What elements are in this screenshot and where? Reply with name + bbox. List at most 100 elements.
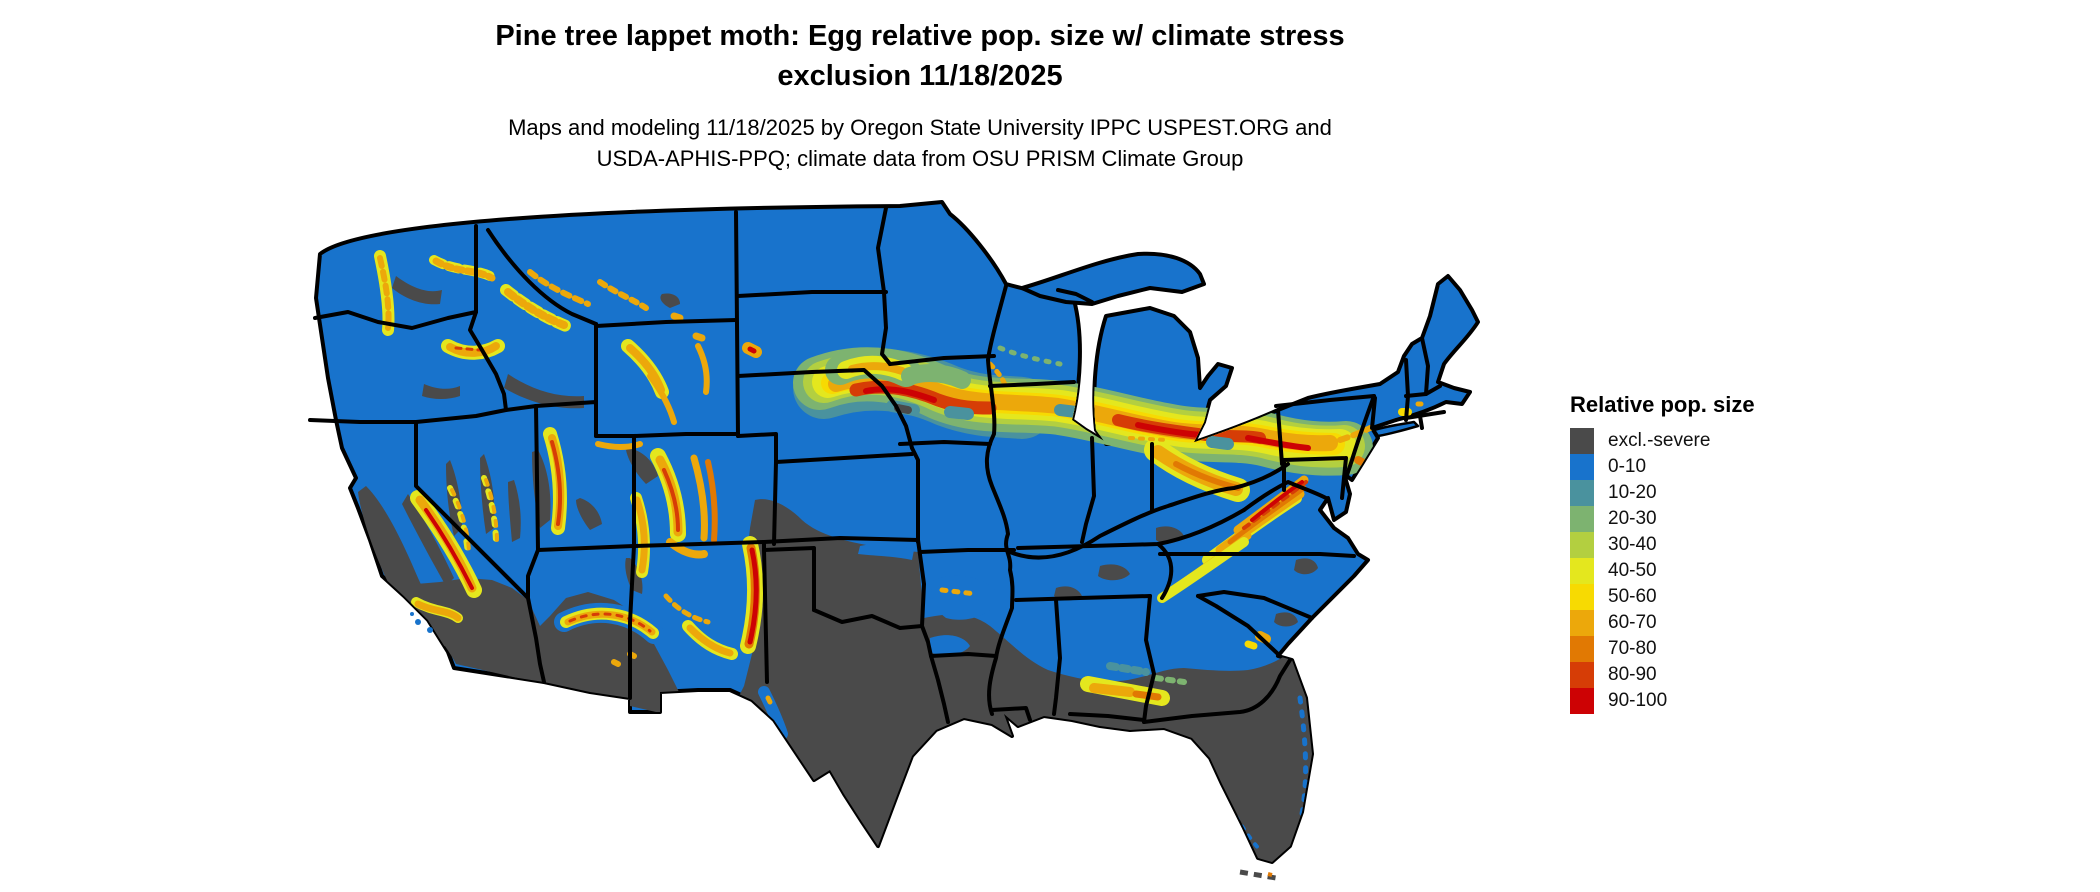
border-sd-mn (880, 290, 892, 366)
wisconsin-green-specks (997, 345, 1063, 367)
legend-swatch (1570, 662, 1594, 688)
border-nd-sd (736, 290, 888, 298)
legend-label: 20-30 (1608, 508, 1657, 529)
florida-keys (1239, 869, 1277, 881)
border-wa-or (313, 310, 478, 330)
border-ohio-river (1008, 462, 1290, 560)
border-pa-ny-42n (1274, 394, 1376, 408)
idaho-orange (504, 288, 568, 329)
map-title: Pine tree lappet moth: Egg relative pop.… (0, 16, 1840, 96)
montana-speck-1 (660, 293, 680, 308)
legend-swatch (1570, 610, 1594, 636)
legend-swatch (1570, 558, 1594, 584)
montana-west-orange (597, 279, 649, 311)
wtexas-orange-dot (765, 695, 773, 705)
border-ok-ar (916, 538, 926, 628)
snake-plain-exclusion (504, 374, 584, 409)
border-co-wy-41n (632, 432, 740, 438)
legend-items: excl.-severe 0-10 10-20 20-30 30-40 40-50 50-6… (1570, 428, 1870, 714)
border-ks-ok-37n (762, 536, 920, 544)
driftless-orange (987, 361, 1009, 391)
ozark-orange-specks (939, 587, 979, 597)
border-va-nc (1158, 552, 1356, 558)
mogollon-orange (564, 610, 656, 636)
tennessee-speck-1 (1098, 564, 1130, 581)
corridor-crimson-west (863, 386, 937, 403)
us-map-svg (308, 200, 1480, 881)
legend-item: 10-20 (1570, 480, 1870, 506)
border-tn-nc (1156, 542, 1174, 600)
legend-item: 90-100 (1570, 688, 1870, 714)
sd-north-lobe-orange (848, 362, 906, 375)
subtitle-line-1: Maps and modeling 11/18/2025 by Oregon S… (508, 115, 1332, 140)
mogollon-red (568, 612, 652, 633)
channel-island-1 (415, 619, 421, 625)
border-oh-pa (1276, 408, 1284, 466)
border-sd-ne-missouri (736, 368, 914, 450)
legend-label: 60-70 (1608, 612, 1657, 633)
border-ne-co-ks (736, 432, 914, 464)
border-co-ks-102w (772, 460, 778, 546)
colorado-rockies-red (662, 468, 680, 532)
border-wa-id-snake (468, 224, 508, 412)
legend-item: 50-60 (1570, 584, 1870, 610)
socal-ranges-orange (414, 600, 462, 622)
alabama-teal-specks (1106, 662, 1150, 676)
ny-hudson-orange (1337, 425, 1373, 443)
blueridge-yellow (1157, 537, 1249, 603)
virginia-speck (1294, 558, 1318, 575)
border-109w (628, 434, 636, 700)
montana-dots (670, 312, 706, 342)
border-mt-wy-45n (594, 318, 738, 328)
border-ny-east (1404, 358, 1410, 422)
legend-label: 80-90 (1608, 664, 1657, 685)
border-wi-mi-up (1056, 288, 1094, 304)
colorado-front-orange (690, 454, 708, 542)
border-vt-nh (1420, 336, 1430, 396)
legend-item: 70-80 (1570, 636, 1870, 662)
border-ar-la-33n (929, 652, 998, 658)
border-ga-sc (1196, 594, 1280, 656)
alabama-orange (1089, 683, 1135, 697)
blue-mountains-orange (446, 342, 500, 357)
legend-item: excl.-severe (1570, 428, 1870, 454)
utah-south-exclusion (576, 498, 602, 530)
border-ks-mo (910, 446, 920, 544)
legend-label: 0-10 (1608, 456, 1647, 477)
border-tx-la-sabine (929, 654, 950, 724)
north-oklahoma-blue-patch (858, 543, 914, 560)
border-ok-panhandle (762, 540, 816, 612)
michigan-south-specks (1128, 436, 1170, 442)
legend-label: 70-80 (1608, 638, 1657, 659)
legend-item: 40-50 (1570, 558, 1870, 584)
us-risk-map (300, 198, 1540, 892)
legend-title: Relative pop. size (1570, 392, 1755, 417)
border-wi-il (988, 380, 1076, 388)
georgia-green-specks (1153, 675, 1187, 685)
map-subtitle: Maps and modeling 11/18/2025 by Oregon S… (0, 112, 1840, 174)
border-delaware-river (1344, 394, 1376, 480)
sangre-crimson (747, 547, 759, 645)
border-ca-nv-az (414, 420, 546, 684)
legend-swatch (1570, 532, 1594, 558)
border-ia-mo (898, 440, 992, 446)
map-legend: Relative pop. size excl.-severe 0-10 10-20… (1570, 392, 1870, 714)
border-al-fl (1068, 712, 1146, 722)
border-al-ga (1142, 594, 1156, 724)
legend-item: 30-40 (1570, 532, 1870, 558)
idaho-orange-2 (527, 269, 591, 307)
border-co-nm-37n (632, 540, 766, 548)
islands (410, 612, 1277, 881)
uinta-orange (595, 441, 643, 450)
border-ma-north (1404, 384, 1442, 398)
channel-island-3 (410, 612, 414, 616)
border-nv-ut (534, 404, 540, 552)
ozark-blue-patch (931, 575, 1000, 620)
border-ga-fl (1142, 658, 1292, 724)
border-ma-ct-ri (1404, 410, 1446, 430)
corridor-gray-speck (894, 404, 912, 414)
relative-pop-risk-layer (374, 250, 1424, 854)
border-nv-az (526, 548, 540, 600)
title-line-2: exclusion 11/18/2025 (777, 60, 1063, 92)
border-tx-ar-corner (920, 624, 933, 658)
